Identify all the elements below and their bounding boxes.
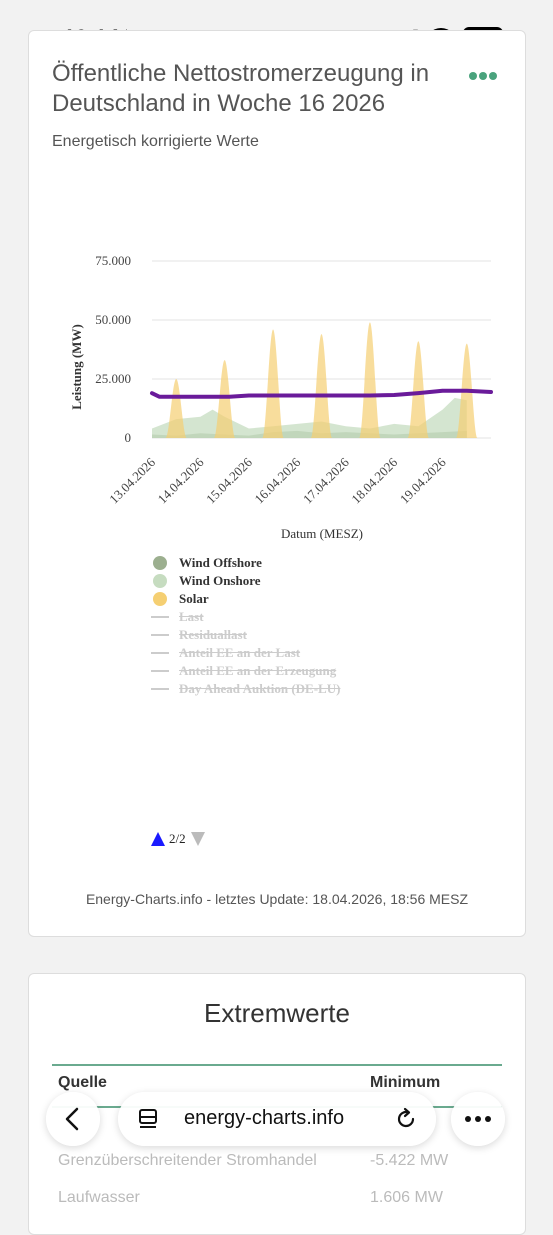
row-source: Grenzüberschreitender Stromhandel bbox=[58, 1152, 317, 1169]
chart-subtitle: Energetisch korrigierte Werte bbox=[52, 133, 259, 150]
row-source: Laufwasser bbox=[58, 1189, 140, 1206]
legend-label: Last bbox=[179, 609, 204, 624]
legend-page-up-icon[interactable] bbox=[151, 832, 165, 846]
browser-more-button[interactable] bbox=[451, 1092, 505, 1146]
chart-areas bbox=[152, 322, 478, 438]
solar-peak bbox=[262, 329, 284, 438]
legend-item[interactable]: Last bbox=[151, 608, 340, 626]
legend-item[interactable]: Anteil EE an der Last bbox=[151, 644, 340, 662]
solar-peak bbox=[165, 379, 187, 438]
legend-swatch bbox=[151, 652, 169, 654]
back-button[interactable] bbox=[46, 1092, 100, 1146]
chart-title: Öffentliche Nettostromerzeugung in Deuts… bbox=[52, 60, 430, 117]
legend-label: Anteil EE an der Erzeugung bbox=[179, 663, 337, 678]
column-header-source: Quelle bbox=[58, 1074, 107, 1091]
legend-label: Wind Onshore bbox=[179, 573, 261, 588]
url-text: energy-charts.info bbox=[184, 1107, 345, 1129]
update-note: Energy-Charts.info - letztes Update: 18.… bbox=[85, 891, 469, 907]
legend-item[interactable]: Residuallast bbox=[151, 626, 340, 644]
chart-legend: Wind Offshore Wind Onshore Solar Last Residu… bbox=[151, 554, 340, 698]
solar-peak bbox=[310, 334, 333, 438]
chart-card: 0 25.000 50.000 75.000 13.04.2026 14.04.2026 1… bbox=[28, 30, 526, 937]
legend-item[interactable]: Anteil EE an der Erzeugung bbox=[151, 662, 340, 680]
y-tick-label: 0 bbox=[125, 430, 132, 445]
legend-label: Solar bbox=[179, 591, 209, 606]
legend-swatch bbox=[151, 670, 169, 672]
x-tick-label: 14.04.2026 bbox=[155, 454, 207, 506]
more-options-icon[interactable] bbox=[468, 71, 498, 81]
x-tick-label: 19.04.2026 bbox=[397, 454, 449, 506]
x-tick-label: 18.04.2026 bbox=[348, 454, 400, 506]
x-tick-label: 17.04.2026 bbox=[300, 454, 352, 506]
solar-peak bbox=[213, 360, 236, 438]
x-tick-label: 16.04.2026 bbox=[251, 454, 303, 506]
x-tick-label: 15.04.2026 bbox=[203, 454, 255, 506]
chart-lines bbox=[150, 388, 493, 399]
legend-swatch bbox=[151, 616, 169, 618]
legend-item[interactable]: Solar bbox=[151, 590, 340, 608]
chart: 025.00050.00075.00013.04.202614.04.20261… bbox=[69, 253, 493, 541]
legend-page-indicator: 2/2 bbox=[169, 831, 186, 846]
column-header-minimum: Minimum bbox=[370, 1074, 441, 1091]
legend-swatch bbox=[151, 634, 169, 636]
legend-label: Wind Offshore bbox=[179, 555, 262, 570]
series-line bbox=[150, 388, 493, 399]
x-tick-label: 13.04.2026 bbox=[106, 454, 158, 506]
y-axis-label: Leistung (MW) bbox=[69, 324, 84, 410]
reader-mode-icon[interactable] bbox=[136, 1107, 160, 1131]
address-bar[interactable]: energy-charts.info bbox=[118, 1092, 436, 1146]
y-tick-label: 75.000 bbox=[95, 253, 131, 268]
browser-toolbar: energy-charts.info bbox=[0, 1092, 553, 1162]
more-horizontal-icon bbox=[465, 1116, 491, 1122]
extremes-title: Extremwerte bbox=[204, 998, 350, 1028]
reload-icon[interactable] bbox=[394, 1107, 418, 1131]
chevron-left-icon bbox=[65, 1107, 79, 1131]
solar-peak bbox=[407, 341, 430, 438]
legend-label: Day Ahead Auktion (DE-LU) bbox=[179, 681, 341, 696]
legend-label: Residuallast bbox=[179, 627, 247, 642]
legend-page-down-icon[interactable] bbox=[190, 832, 205, 846]
y-tick-label: 25.000 bbox=[95, 371, 131, 386]
legend-item[interactable]: Day Ahead Auktion (DE-LU) bbox=[151, 680, 340, 698]
legend-swatch bbox=[151, 688, 169, 690]
legend-swatch bbox=[153, 592, 167, 606]
y-tick-label: 50.000 bbox=[95, 312, 131, 327]
legend-item[interactable]: Wind Onshore bbox=[151, 572, 340, 590]
legend-label: Anteil EE an der Last bbox=[179, 645, 301, 660]
legend-swatch bbox=[153, 574, 167, 588]
row-minimum: 1.606 MW bbox=[370, 1189, 443, 1206]
row-minimum: -5.422 MW bbox=[370, 1152, 449, 1169]
legend-item[interactable]: Wind Offshore bbox=[151, 554, 340, 572]
x-axis-label: Datum (MESZ) bbox=[281, 526, 363, 541]
legend-swatch bbox=[153, 556, 167, 570]
legend-pager: 2/2 bbox=[151, 831, 205, 847]
solar-peak bbox=[359, 322, 381, 438]
